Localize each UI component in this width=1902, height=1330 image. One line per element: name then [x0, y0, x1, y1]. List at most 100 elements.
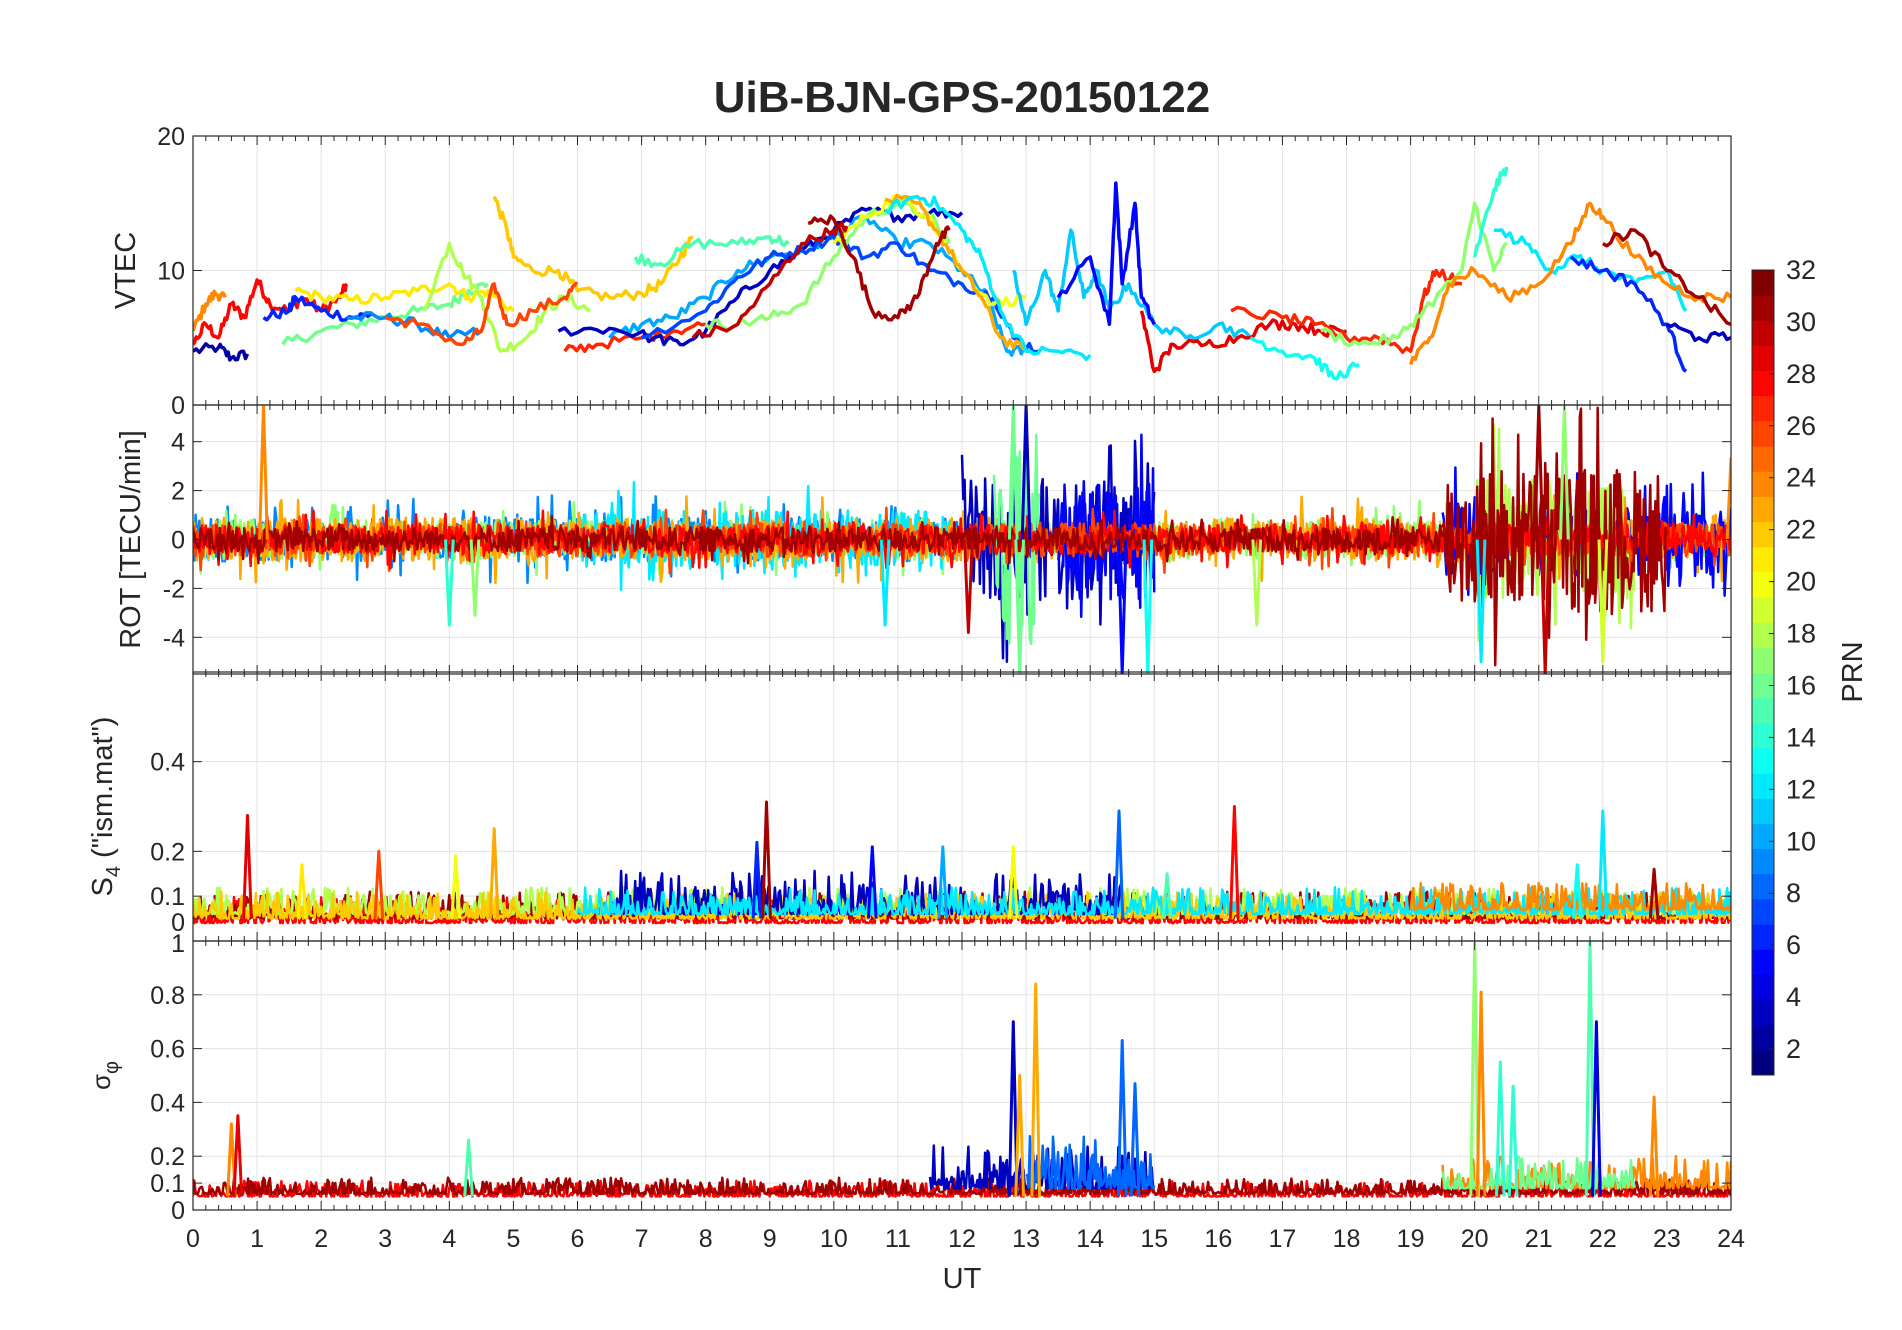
rot-spike-prn-24: [258, 405, 269, 540]
rot-spike-prn-30: [963, 539, 974, 634]
colorbar-segment: [1752, 395, 1774, 422]
vtec-line-prn-24: [193, 289, 227, 332]
sigma-spike-prn-15: [463, 1138, 474, 1197]
rot-spike-prn-12: [1475, 539, 1487, 664]
s4-spike-prn-13: [1571, 863, 1583, 919]
x-tick-label: 9: [763, 1225, 777, 1253]
vtec-line-prn-29: [1139, 310, 1348, 374]
s4-spike-prn-5: [866, 845, 878, 919]
y-axis-label-rest: ("ism.mat"): [87, 717, 119, 866]
colorbar-segment: [1752, 722, 1774, 749]
y-tick-label: 2: [171, 478, 185, 506]
colorbar-tick-label: 30: [1786, 307, 1816, 337]
colorbar-tick-label: 22: [1786, 515, 1816, 545]
colorbar-tick-label: 24: [1786, 463, 1816, 493]
y-tick-label: -2: [163, 575, 185, 603]
s4-spike-prn-21: [296, 863, 308, 919]
colorbar-segment: [1752, 622, 1774, 648]
y-tick-label: 0.4: [150, 1089, 185, 1117]
vtec-line-prn-26: [384, 281, 578, 347]
x-tick-label: 2: [314, 1225, 328, 1253]
x-tick-label: 22: [1589, 1225, 1617, 1253]
colorbar-tick-label: 10: [1786, 826, 1816, 856]
vtec-line-prn-30: [691, 221, 849, 339]
series-group: [193, 941, 1731, 1198]
rot-spike-prn-12: [879, 539, 891, 627]
s4-spike-prn-20: [1007, 845, 1019, 919]
colorbar-segment: [1752, 974, 1774, 1001]
colorbar-segment: [1752, 345, 1774, 372]
rot-line-prn-31: [1441, 406, 1669, 667]
series-group: [193, 166, 1731, 381]
colorbar-segment: [1752, 446, 1774, 472]
panel-vtec: 0 10 20 VTEC: [110, 123, 1732, 420]
sigma-spike-prn-14: [1507, 1084, 1519, 1197]
y-tick-label: 0.6: [150, 1036, 185, 1064]
rot-spike-prn-17: [469, 539, 481, 617]
x-tick-label: 21: [1525, 1225, 1553, 1253]
chart-title: UiB-BJN-GPS-20150122: [714, 73, 1210, 122]
y-tick-label: 0.2: [150, 838, 185, 866]
colorbar-tick-label: 4: [1786, 982, 1801, 1012]
sigma-line-prn-28: [193, 1179, 1731, 1198]
rot-spike-prn-14: [444, 539, 455, 627]
x-tick-label: 8: [699, 1225, 713, 1253]
colorbar-segment: [1752, 672, 1774, 699]
colorbar-segment: [1752, 270, 1774, 296]
x-tick-label: 14: [1076, 1225, 1104, 1253]
colorbar-segment: [1752, 898, 1774, 925]
colorbar-segment: [1752, 295, 1774, 321]
sigma-spike-prn-29: [232, 1114, 244, 1197]
y-tick-label: 0.2: [150, 1143, 185, 1171]
y-tick-label: 0.4: [150, 749, 185, 777]
vtec-line-prn-28: [193, 278, 349, 346]
vtec-line-prn-3: [1666, 322, 1731, 344]
x-tick-label: 15: [1140, 1225, 1168, 1253]
s4-spike-prn-26: [373, 849, 385, 919]
rot-spike-prn-19: [1597, 539, 1609, 664]
s4-spike-prn-29: [242, 814, 253, 919]
rot-line-prn-31: [193, 515, 1444, 565]
vtec-line-prn-22: [492, 195, 694, 302]
s4-line-prn-24: [1409, 881, 1731, 911]
s4-spike-prn-28: [1229, 805, 1240, 919]
colorbar-tick-label: 26: [1786, 411, 1816, 441]
y-tick-label: 0: [171, 392, 185, 420]
panel-s4: 00.1 0.2 0.4 S4 ("ism.mat"): [87, 671, 1732, 942]
y-tick-label: 0: [171, 1197, 185, 1225]
colorbar-segment: [1752, 747, 1774, 774]
sigma-spike-prn-17: [1469, 941, 1480, 1197]
rot-spike-prn-16: [1007, 405, 1019, 540]
y-tick-label: 0.1: [150, 883, 185, 911]
colorbar-tick-label: 8: [1786, 878, 1801, 908]
rot-spike-prn-13: [1142, 539, 1154, 674]
rot-spike-prn-31: [1533, 405, 1545, 540]
x-tick-label: 24: [1717, 1225, 1745, 1253]
vtec-line-prn-17: [1320, 201, 1508, 348]
panel-rot: -4 -2 0 2 4 ROT [TECU/min]: [115, 404, 1732, 675]
rot-spike-prn-16: [1014, 539, 1025, 674]
colorbar-segment: [1752, 1049, 1774, 1076]
colorbar-label: PRN: [1837, 641, 1869, 702]
sigma-spike-prn-24: [1648, 1095, 1660, 1197]
colorbar-segment: [1752, 597, 1774, 623]
vtec-line-prn-24: [1408, 201, 1731, 366]
colorbar-segment: [1752, 471, 1774, 497]
colorbar-tick-label: 18: [1786, 619, 1816, 649]
vtec-line-prn-5: [1056, 181, 1156, 327]
y-tick-label: 20: [157, 123, 185, 151]
s4-spike-prn-20: [450, 854, 462, 919]
rot-spike-prn-18: [1251, 539, 1263, 627]
x-axis-label: UT: [943, 1263, 982, 1295]
vtec-line-prn-14: [1472, 166, 1509, 258]
x-tick-label: 16: [1204, 1225, 1232, 1253]
sigma-spike-prn-14: [1495, 1060, 1506, 1197]
y-axis-label: VTEC: [110, 232, 142, 309]
x-tick-label: 17: [1269, 1225, 1297, 1253]
x-tick-label: 19: [1397, 1225, 1425, 1253]
y-tick-label: 0: [171, 909, 185, 937]
colorbar-segment: [1752, 848, 1774, 875]
y-tick-label: 0: [171, 527, 185, 555]
